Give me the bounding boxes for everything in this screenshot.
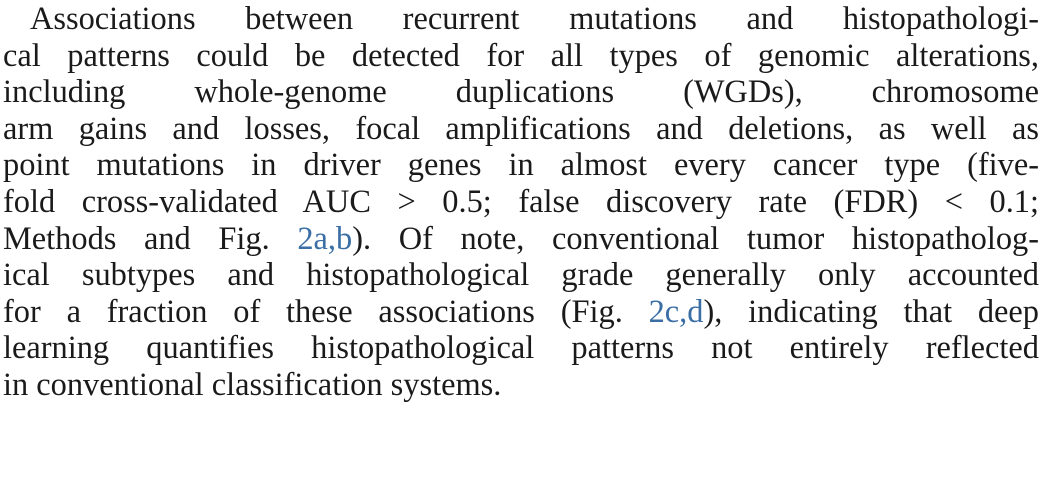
text-segment: point mutations in driver genes in almos… <box>3 147 1039 184</box>
paragraph-line: ical subtypes and histopathological grad… <box>3 257 1039 294</box>
text-segment: for a fraction of these associations (Fi… <box>3 293 649 330</box>
figure-reference-link[interactable]: 2a,b <box>297 220 353 257</box>
paragraph-line: fold cross-validated AUC > 0.5; false di… <box>3 184 1039 221</box>
paragraph-line: for a fraction of these associations (Fi… <box>3 294 1039 331</box>
paragraph-line: Associations between recurrent mutations… <box>3 1 1039 38</box>
body-paragraph: Associations between recurrent mutations… <box>3 1 1039 404</box>
text-segment: Methods and Fig. <box>3 220 298 257</box>
text-segment: ical subtypes and histopathological grad… <box>3 257 1039 294</box>
paragraph-line: including whole-genome duplications (WGD… <box>3 74 1039 111</box>
text-segment: ), indicating that deep <box>703 293 1039 330</box>
paragraph-line: in conventional classification systems. <box>3 367 1039 404</box>
text-segment: fold cross-validated AUC > 0.5; false di… <box>3 183 1039 220</box>
figure-reference-link[interactable]: 2c,d <box>648 293 704 330</box>
text-segment: learning quantifies histopathological pa… <box>3 330 1039 367</box>
text-segment: cal patterns could be detected for all t… <box>3 37 1039 74</box>
paragraph-line: cal patterns could be detected for all t… <box>3 38 1039 75</box>
paragraph-line: arm gains and losses, focal amplificatio… <box>3 111 1039 148</box>
text-segment: including whole-genome duplications (WGD… <box>3 74 1039 111</box>
paragraph-line: Methods and Fig. 2a,b). Of note, convent… <box>3 221 1039 258</box>
text-segment: arm gains and losses, focal amplificatio… <box>3 110 1039 147</box>
text-segment: in conventional classification systems. <box>3 366 502 403</box>
text-segment: Associations between recurrent mutations… <box>30 1 1039 37</box>
paragraph-line: learning quantifies histopathological pa… <box>3 330 1039 367</box>
text-segment: ). Of note, conventional tumor histopath… <box>352 220 1039 257</box>
paragraph-line: point mutations in driver genes in almos… <box>3 147 1039 184</box>
